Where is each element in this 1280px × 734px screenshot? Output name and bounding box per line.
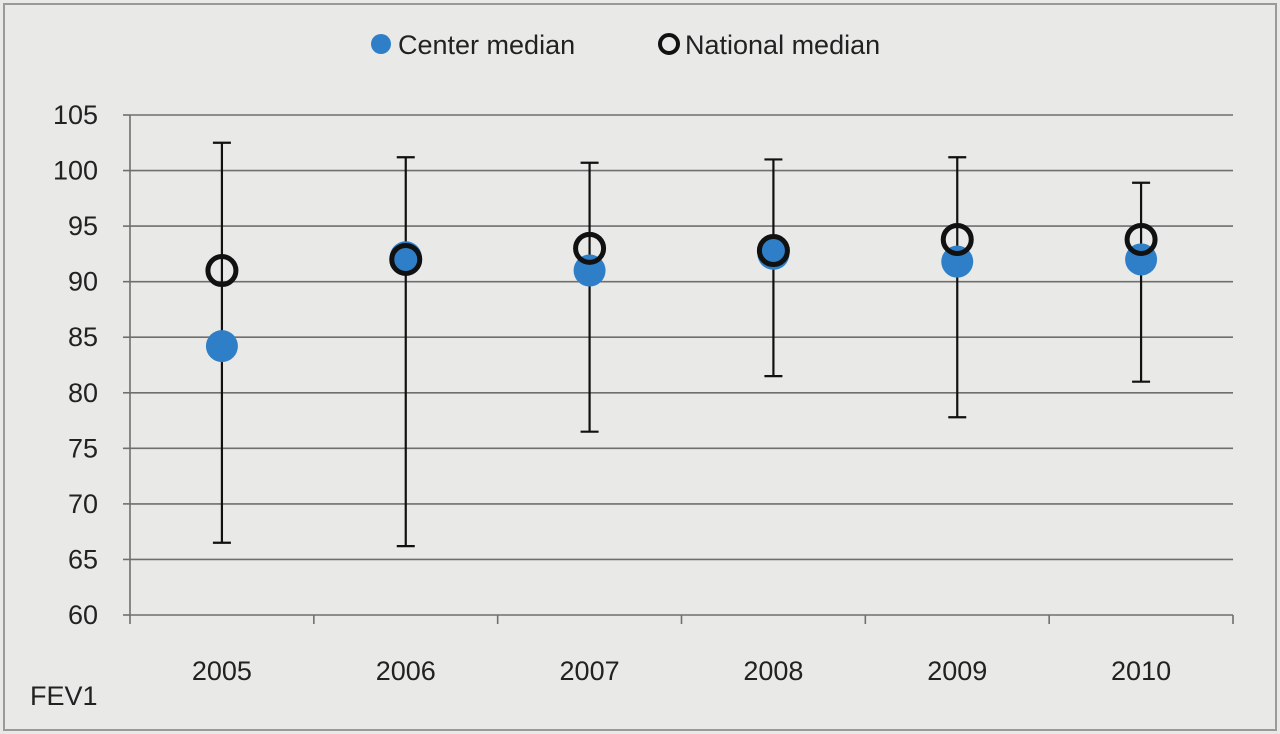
- y-tick-labels: 60 65 70 75 80 85 90 95 100 105: [53, 100, 98, 630]
- legend-center-label: Center median: [398, 30, 575, 60]
- y-tick-75: 75: [68, 433, 98, 463]
- national-median-point-2006: [389, 242, 423, 276]
- national-median-point-2010: [1124, 222, 1158, 256]
- gridlines: [130, 114, 1233, 561]
- y-tick-105: 105: [53, 100, 98, 130]
- x-tick-2006: 2006: [376, 656, 436, 686]
- legend-national-marker: [658, 33, 680, 55]
- chart-frame: [3, 3, 1277, 731]
- y-axis-label: FEV1: [30, 681, 98, 711]
- y-tick-60: 60: [68, 600, 98, 630]
- national-median-point-2005: [205, 254, 239, 288]
- x-tick-2008: 2008: [743, 656, 803, 686]
- y-tick-80: 80: [68, 378, 98, 408]
- center-median-point-2005: [205, 330, 238, 363]
- legend-national-label: National median: [685, 30, 880, 60]
- national-median-point-2009: [940, 222, 974, 256]
- x-tick-2009: 2009: [927, 656, 987, 686]
- y-tick-85: 85: [68, 322, 98, 352]
- y-tick-65: 65: [68, 544, 98, 574]
- x-tick-2005: 2005: [192, 656, 252, 686]
- national-median-point-2008: [756, 234, 790, 268]
- y-tick-100: 100: [53, 156, 98, 186]
- legend-center-marker: [371, 34, 391, 54]
- legend: Center median National median: [371, 30, 880, 60]
- y-tick-95: 95: [68, 211, 98, 241]
- x-tick-2007: 2007: [560, 656, 620, 686]
- x-tick-labels: 2005 2006 2007 2008 2009 2010: [192, 656, 1171, 686]
- y-tick-70: 70: [68, 489, 98, 519]
- axes: [123, 114, 1234, 624]
- national-median-points: [205, 222, 1158, 288]
- national-median-point-2007: [573, 231, 607, 265]
- x-tick-2010: 2010: [1111, 656, 1171, 686]
- y-tick-90: 90: [68, 267, 98, 297]
